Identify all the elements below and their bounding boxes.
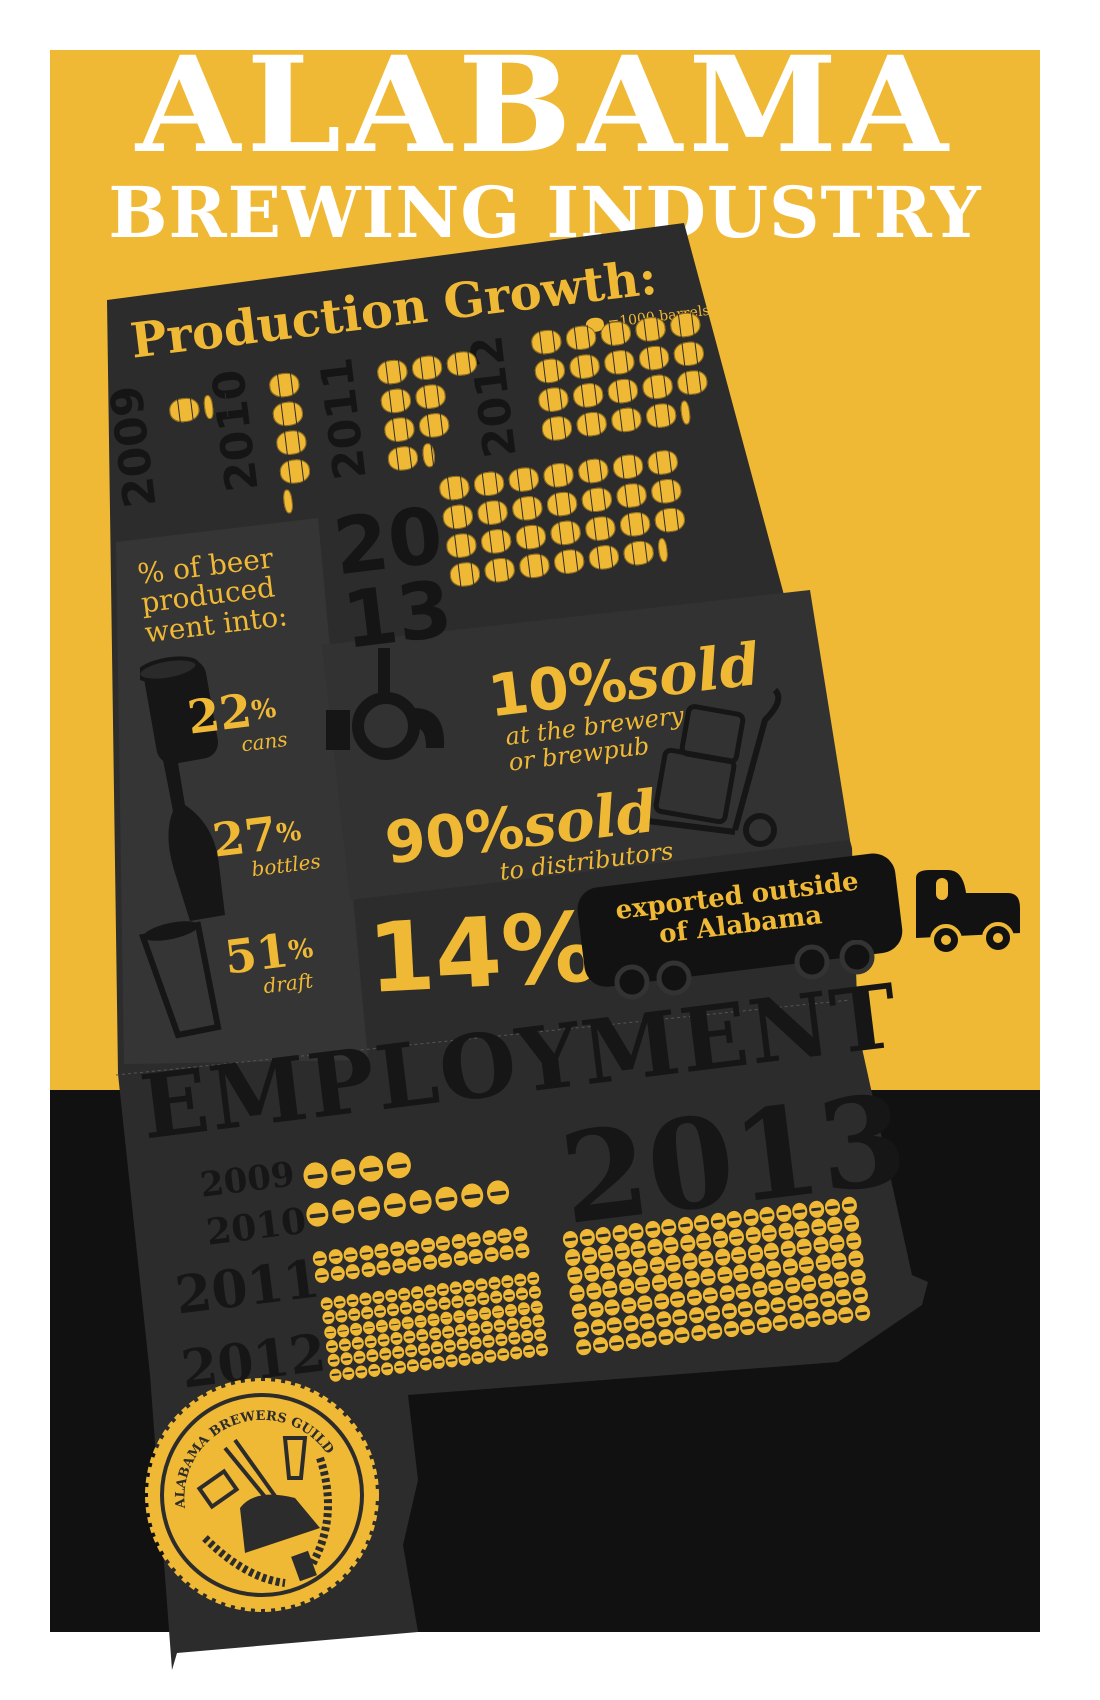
title-brewing-industry: BREWING INDUSTRY [108,171,982,254]
packaging-item-cans: 22% cans [185,683,289,760]
truck-icon [916,870,1020,956]
year-label-2013: 20 13 [329,491,457,667]
cans-label: cans [239,726,289,757]
percent-sign: % [274,816,303,850]
pint-glass-icon [139,921,222,1039]
percent-sign: % [249,693,278,727]
export-percent: 14% [365,891,601,1015]
can-icon [140,656,219,764]
draft-label: draft [262,968,315,999]
alabama-brewers-guild-badge: ALABAMA BREWERS GUILD [145,1378,379,1612]
packaging-item-bottles: 27% bottles [210,805,322,883]
state-outline-icon [291,1550,317,1582]
tap-handle-icon [326,648,445,760]
year-2013-bottom: 13 [338,564,457,667]
percent-sign: % [286,933,315,967]
kettle-icon [240,1494,320,1553]
mash-paddle-icon [223,1438,277,1505]
packaging-item-draft: 51% draft [222,923,318,1000]
bottle-icon [163,757,225,921]
glass-icon [282,1436,308,1480]
hand-truck-icon [639,687,782,847]
wheat-icon [202,1456,332,1587]
divider [115,999,851,1076]
title-alabama: ALABAMA [135,28,955,183]
packaging-heading: % of beer produced went into: [136,541,289,649]
truck-wheels-icon [614,940,875,1000]
